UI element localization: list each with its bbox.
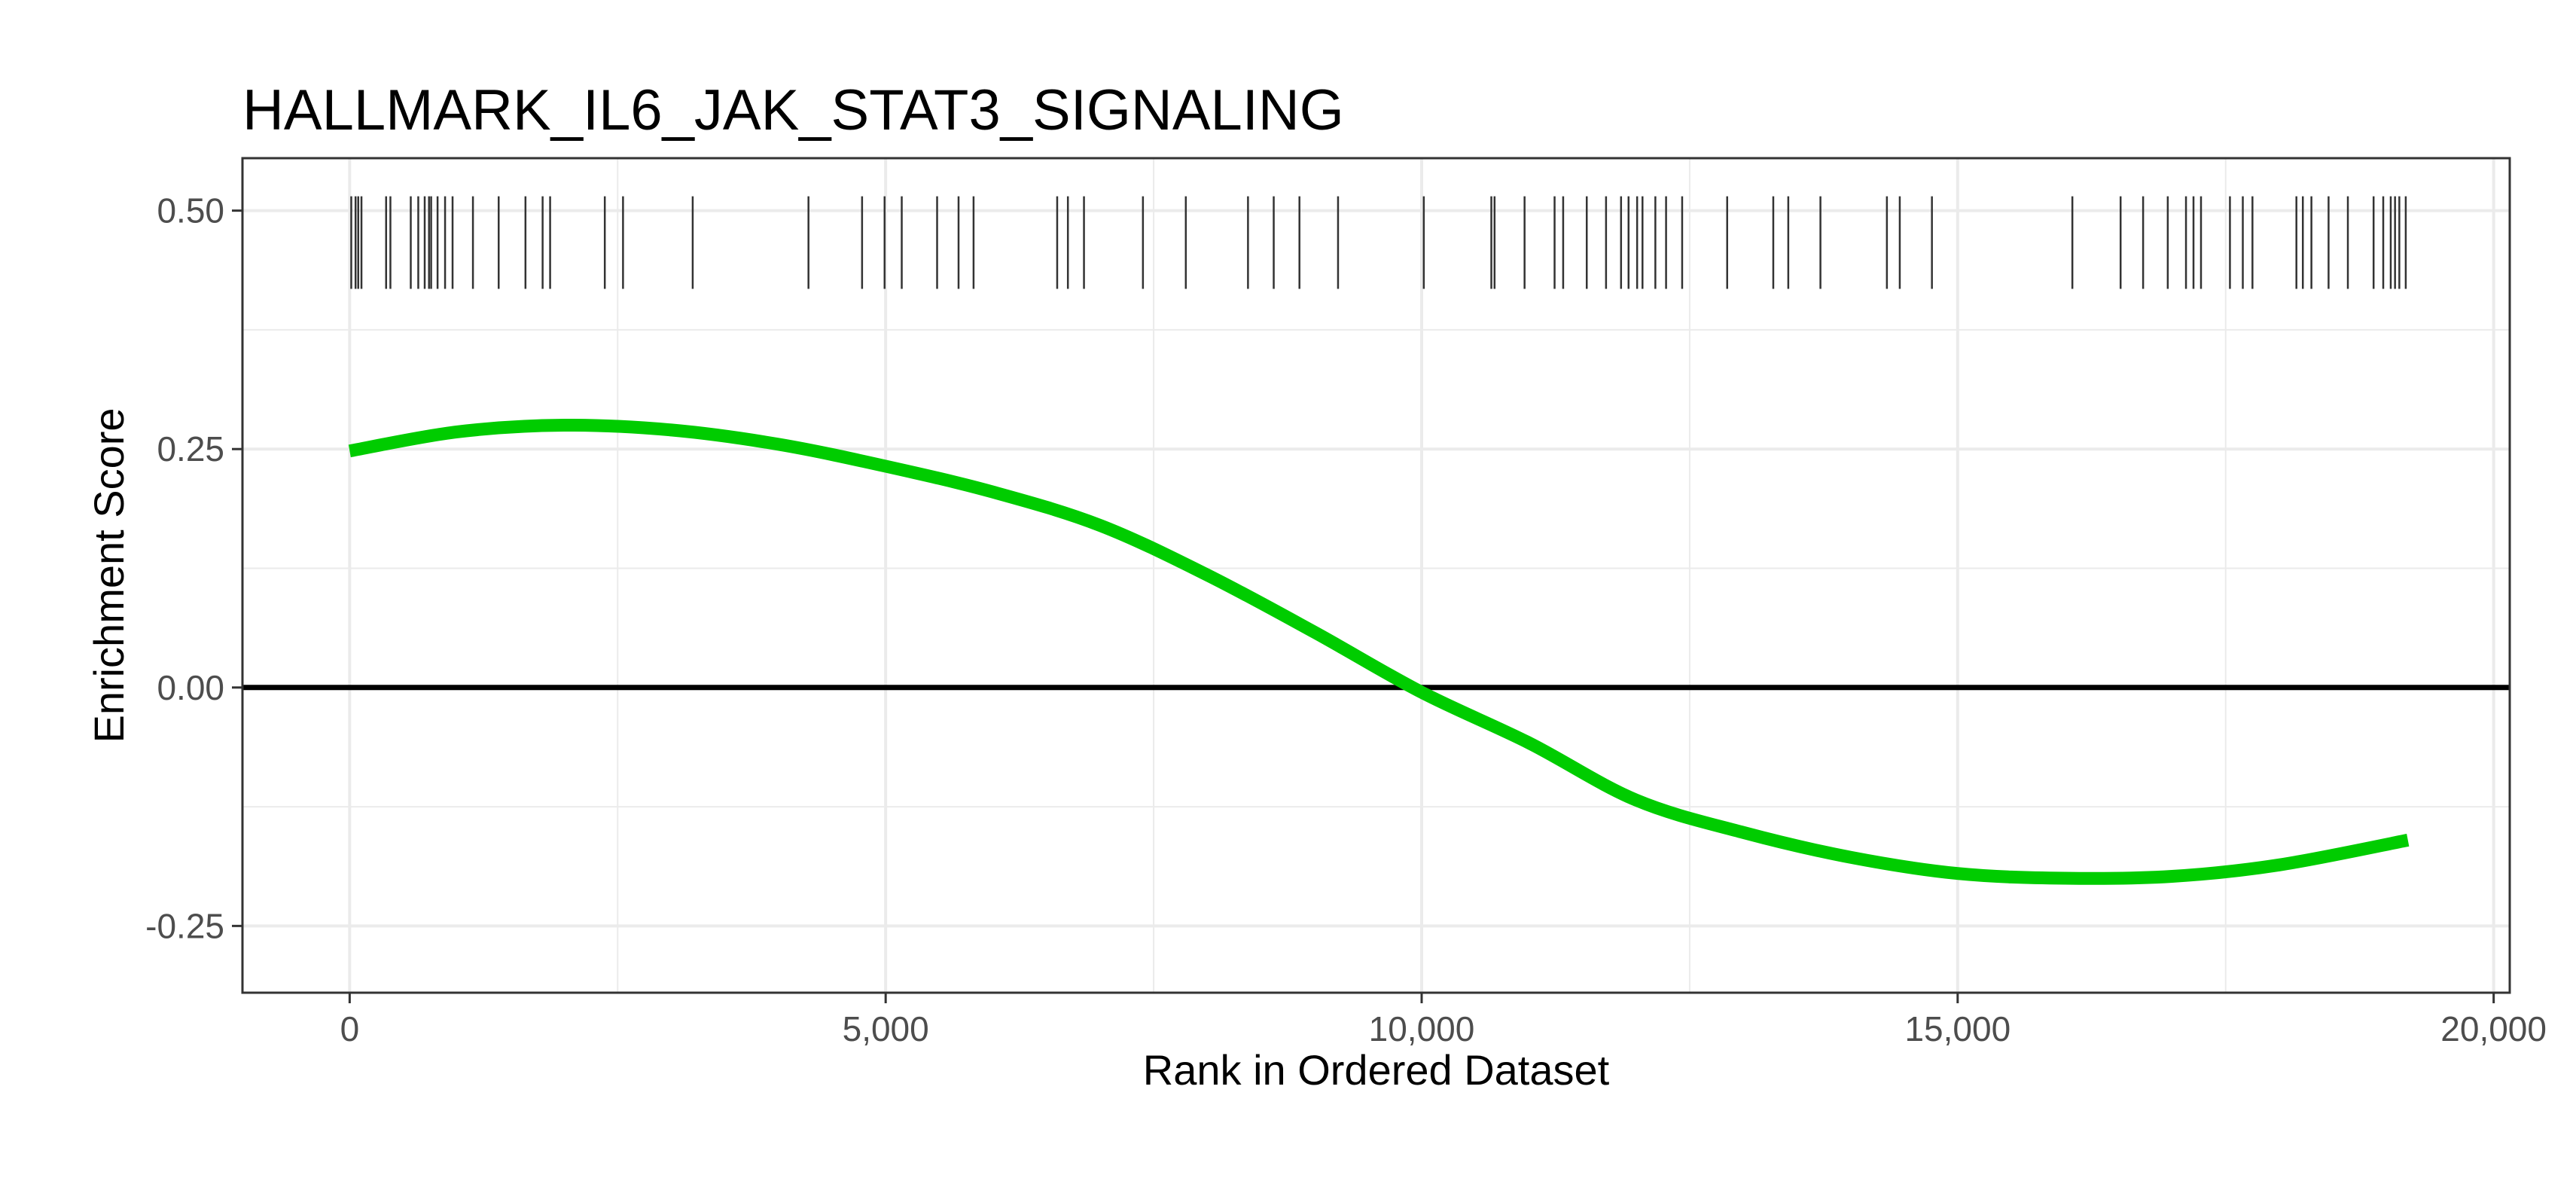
hit-marks: [350, 196, 2407, 289]
y-tick-label: 0.50: [157, 191, 224, 230]
x-tick-label: 15,000: [1904, 1009, 2010, 1048]
y-tick-label: 0.00: [157, 668, 224, 707]
x-tick-label: 5,000: [843, 1009, 929, 1048]
y-axis-title: Enrichment Score: [85, 407, 133, 743]
y-axis-ticks: -0.25 0.00 0.25 0.50: [145, 191, 242, 945]
x-tick-label: 0: [340, 1009, 360, 1048]
y-tick-label: 0.25: [157, 429, 224, 468]
chart-title: HALLMARK_IL6_JAK_STAT3_SIGNALING: [242, 78, 1344, 142]
x-axis-ticks: 0 5,000 10,000 15,000 20,000: [340, 993, 2547, 1048]
x-tick-label: 10,000: [1369, 1009, 1475, 1048]
enrichment-score-curve: [348, 419, 2410, 885]
y-tick-label: -0.25: [145, 906, 224, 945]
x-axis-title: Rank in Ordered Dataset: [1143, 1046, 1610, 1094]
x-tick-label: 20,000: [2440, 1009, 2547, 1048]
panel-border: [241, 157, 2511, 994]
